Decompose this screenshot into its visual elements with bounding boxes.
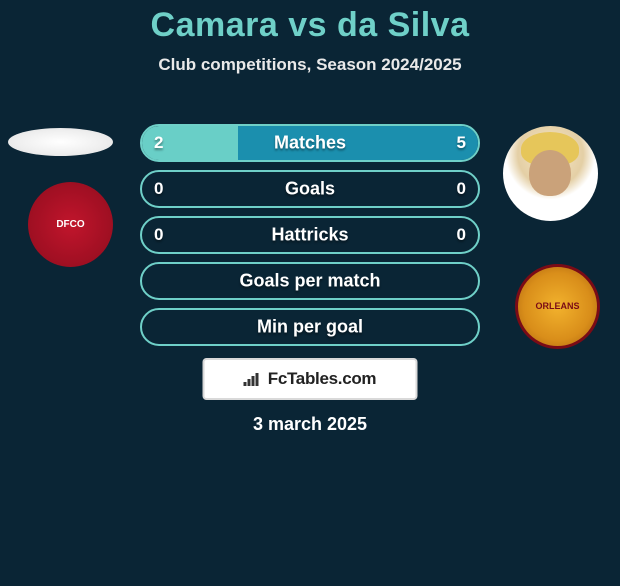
player-right-avatar — [503, 126, 598, 221]
stat-label: Min per goal — [257, 317, 363, 338]
subtitle: Club competitions, Season 2024/2025 — [0, 55, 620, 75]
stat-row: 0 0 Hattricks — [140, 216, 480, 254]
stat-value-left: 0 — [154, 225, 163, 245]
stat-value-left: 2 — [154, 133, 163, 153]
date-text: 3 march 2025 — [0, 414, 620, 435]
page-title: Camara vs da Silva — [0, 6, 620, 45]
stats-panel: 2 5 Matches 0 0 Goals 0 0 Hattricks Goals per mat… — [140, 124, 480, 354]
stat-row: 2 5 Matches — [140, 124, 480, 162]
brand-box[interactable]: FcTables.com — [203, 358, 418, 400]
club-left-abbr: DFCO — [56, 220, 84, 230]
stat-label: Matches — [274, 133, 346, 154]
brand-text: FcTables.com — [268, 369, 377, 389]
stat-value-right: 0 — [457, 179, 466, 199]
club-right-abbr: ORLEANS — [535, 302, 579, 311]
stat-row: 0 0 Goals — [140, 170, 480, 208]
stat-value-right: 0 — [457, 225, 466, 245]
stat-row: Min per goal — [140, 308, 480, 346]
club-right-badge: ORLEANS — [515, 264, 600, 349]
stat-value-left: 0 — [154, 179, 163, 199]
stat-label: Hattricks — [271, 225, 348, 246]
stat-value-right: 5 — [457, 133, 466, 153]
club-left-badge: DFCO — [28, 182, 113, 267]
stat-row: Goals per match — [140, 262, 480, 300]
bar-chart-icon — [244, 372, 262, 386]
player-left-avatar — [8, 128, 113, 156]
stat-label: Goals — [285, 179, 335, 200]
stat-label: Goals per match — [239, 271, 380, 292]
